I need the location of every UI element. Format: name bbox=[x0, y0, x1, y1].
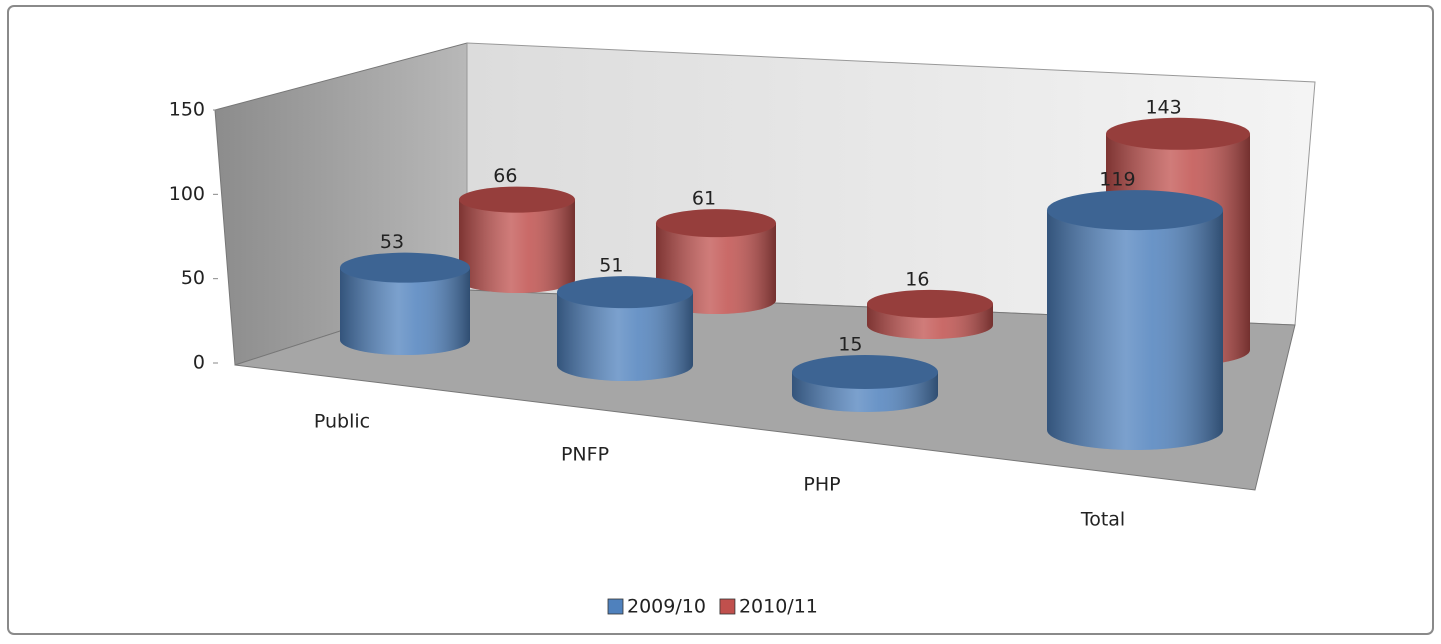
bar-top-shade bbox=[656, 209, 776, 238]
cylinder bbox=[340, 252, 470, 355]
x-tick-label: PNFP bbox=[561, 444, 609, 466]
x-tick-label: Public bbox=[314, 411, 370, 433]
bar-top-shade bbox=[1106, 117, 1250, 150]
data-label: 66 bbox=[493, 165, 517, 187]
bar-top bbox=[340, 252, 470, 283]
bar-top-shade bbox=[557, 276, 693, 309]
cylinder bbox=[459, 186, 575, 293]
data-label: 15 bbox=[838, 334, 862, 356]
y-tick-label: 150 bbox=[169, 99, 205, 121]
bar-shading bbox=[459, 199, 575, 293]
bar-shading bbox=[557, 292, 693, 381]
bar-top bbox=[867, 289, 993, 318]
bar-top-shade bbox=[1047, 190, 1223, 231]
bar-top bbox=[656, 209, 776, 238]
bar-top-shade bbox=[792, 355, 938, 390]
bar-top bbox=[1106, 117, 1250, 150]
bar-top bbox=[459, 186, 575, 213]
legend-swatch bbox=[607, 598, 624, 615]
bar-top bbox=[792, 355, 938, 390]
bar-shading bbox=[340, 267, 470, 355]
data-label: 16 bbox=[905, 268, 929, 290]
data-label: 53 bbox=[380, 231, 404, 253]
cylinder bbox=[867, 289, 993, 339]
legend-label: 2010/11 bbox=[739, 596, 818, 618]
y-tick-label: 100 bbox=[169, 183, 205, 205]
bar-top bbox=[1047, 190, 1223, 231]
data-label: 119 bbox=[1099, 169, 1135, 191]
cylinder bbox=[792, 355, 938, 412]
data-label: 61 bbox=[692, 188, 716, 210]
data-label: 143 bbox=[1145, 96, 1181, 118]
bar-shading bbox=[1047, 210, 1223, 450]
x-tick-label: PHP bbox=[803, 474, 840, 496]
x-tick-label: Total bbox=[1080, 509, 1125, 531]
legend-label: 2009/10 bbox=[627, 596, 706, 618]
cylinder bbox=[557, 276, 693, 381]
y-tick-label: 0 bbox=[193, 352, 205, 374]
legend-swatch bbox=[719, 598, 736, 615]
bar-top-shade bbox=[340, 252, 470, 283]
bar-top bbox=[557, 276, 693, 309]
data-label: 51 bbox=[599, 255, 623, 277]
cylinder bbox=[656, 209, 776, 314]
y-tick-label: 50 bbox=[181, 267, 205, 289]
bar-top-shade bbox=[867, 289, 993, 318]
cylinder bbox=[1047, 190, 1223, 450]
bar-top-shade bbox=[459, 186, 575, 213]
